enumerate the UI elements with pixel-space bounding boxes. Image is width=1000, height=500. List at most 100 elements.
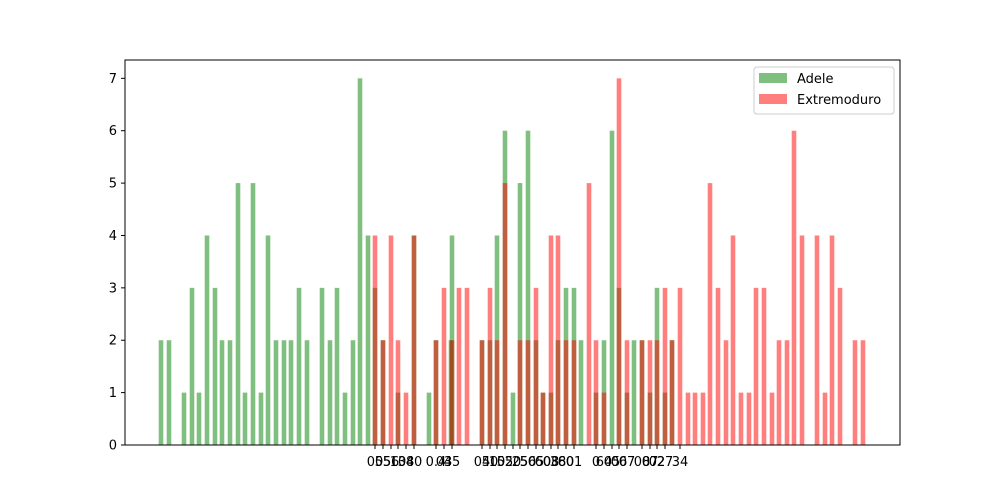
x-tick-label-28: 07: [642, 455, 659, 470]
bar-adele-20: [327, 340, 333, 445]
bar-extremoduro-35: [692, 392, 698, 445]
x-tick-label-6: 0.4: [426, 455, 447, 470]
bar-adele-18: [304, 340, 310, 445]
x-tick-label-31: 34: [672, 455, 689, 470]
x-tick-label-19: 38: [550, 455, 567, 470]
bar-adele-8: [227, 340, 233, 445]
bar-adele-19: [319, 287, 325, 445]
bar-extremoduro-10: [464, 287, 470, 445]
bar-extremoduro-47: [784, 340, 790, 445]
bar-extremoduro-40: [730, 235, 736, 445]
legend-label-adele: Adele: [797, 72, 834, 87]
x-tick-label-20: 60: [558, 455, 575, 470]
x-tick-label-24: 05: [604, 455, 621, 470]
bar-adele-1: [166, 340, 172, 445]
bar-extremoduro-3: [395, 340, 401, 445]
x-tick-label-22: 0: [592, 455, 600, 470]
bar-extremoduro-32: [669, 340, 675, 445]
bar-adele-15: [281, 340, 287, 445]
legend-swatch-extremoduro: [759, 94, 787, 104]
bar-adele-3: [189, 287, 195, 445]
bar-adele-17: [296, 287, 302, 445]
x-tick-label-1: 55: [375, 455, 392, 470]
bar-extremoduro-9: [456, 287, 462, 445]
bar-extremoduro-44: [761, 287, 767, 445]
bar-extremoduro-17: [533, 287, 539, 445]
x-tick-label-21: 01: [566, 455, 583, 470]
y-tick-label-6: 6: [109, 124, 117, 139]
x-tick-label-14: 25: [512, 455, 529, 470]
bar-extremoduro-11: [479, 340, 485, 445]
y-axis-ticks: 0 1 2 3 4 5 6 7: [109, 72, 125, 454]
bar-extremoduro-2: [388, 235, 394, 445]
x-tick-label-25: 06: [611, 455, 628, 470]
x-tick-label-16: 05: [528, 455, 545, 470]
bar-extremoduro-53: [837, 287, 843, 445]
bar-adele-13: [265, 235, 271, 445]
x-tick-label-9: 04: [474, 455, 491, 470]
bar-extremoduro-27: [624, 340, 630, 445]
bar-extremoduro-19: [548, 235, 554, 445]
x-tick-label-12: 55: [497, 455, 514, 470]
bar-adele-2: [181, 392, 187, 445]
y-tick-label-7: 7: [109, 72, 117, 87]
bar-extremoduro-31: [662, 287, 668, 445]
x-tick-label-30: 27: [657, 455, 674, 470]
bar-extremoduro-38: [715, 287, 721, 445]
x-tick-label-23: 64: [596, 455, 613, 470]
bar-adele-14: [273, 340, 279, 445]
bar-extremoduro-41: [738, 392, 744, 445]
bar-extremoduro-20: [555, 235, 561, 445]
bar-extremoduro-4: [403, 392, 409, 445]
bar-extremoduro-6: [433, 340, 439, 445]
y-tick-label-1: 1: [109, 386, 117, 401]
bar-adele-50: [609, 130, 615, 445]
bar-adele-5: [204, 235, 210, 445]
bar-adele-0: [158, 340, 164, 445]
bar-adele-22: [342, 392, 348, 445]
bar-extremoduro-43: [753, 287, 759, 445]
bar-extremoduro-8: [449, 340, 455, 445]
bar-extremoduro-24: [593, 340, 599, 445]
x-tick-label-2: 56: [383, 455, 400, 470]
bar-adele-39: [517, 183, 523, 445]
legend-swatch-adele: [759, 73, 787, 83]
bar-extremoduro-52: [829, 235, 835, 445]
bar-extremoduro-34: [685, 392, 691, 445]
y-tick-label-0: 0: [109, 439, 117, 454]
x-tick-label-18: 08: [543, 455, 560, 470]
bar-adele-25: [365, 235, 371, 445]
bar-adele-9: [235, 183, 241, 445]
bar-extremoduro-55: [860, 340, 866, 445]
y-tick-label-2: 2: [109, 334, 117, 349]
bar-extremoduro-26: [616, 78, 622, 445]
x-tick-label-15: 56: [520, 455, 537, 470]
x-tick-label-17: 60: [535, 455, 552, 470]
plot-frame: [124, 59, 901, 446]
bar-adele-47: [578, 340, 584, 445]
bar-extremoduro-51: [822, 392, 828, 445]
bar-adele-53: [631, 340, 637, 445]
bar-extremoduro-7: [441, 287, 447, 445]
bar-adele-21: [334, 287, 340, 445]
bar-extremoduro-39: [723, 340, 729, 445]
bar-extremoduro-45: [769, 392, 775, 445]
bar-adele-23: [350, 340, 356, 445]
bar-extremoduro-16: [525, 340, 531, 445]
x-tick-label-4: 38: [398, 455, 415, 470]
bar-extremoduro-21: [563, 340, 569, 445]
x-tick-label-29: 02: [649, 455, 666, 470]
bar-extremoduro-46: [776, 340, 782, 445]
legend-label-extremoduro: Extremoduro: [797, 93, 881, 108]
bar-extremoduro-37: [707, 183, 713, 445]
x-tick-label-8: 45: [444, 455, 461, 470]
bar-extremoduro-33: [677, 287, 683, 445]
bar-extremoduro-54: [852, 340, 858, 445]
bar-adele-30: [426, 392, 432, 445]
x-tick-label-0: 00: [367, 455, 384, 470]
bar-extremoduro-1: [380, 340, 386, 445]
y-tick-label-3: 3: [109, 281, 117, 296]
bar-extremoduro-5: [411, 235, 417, 445]
